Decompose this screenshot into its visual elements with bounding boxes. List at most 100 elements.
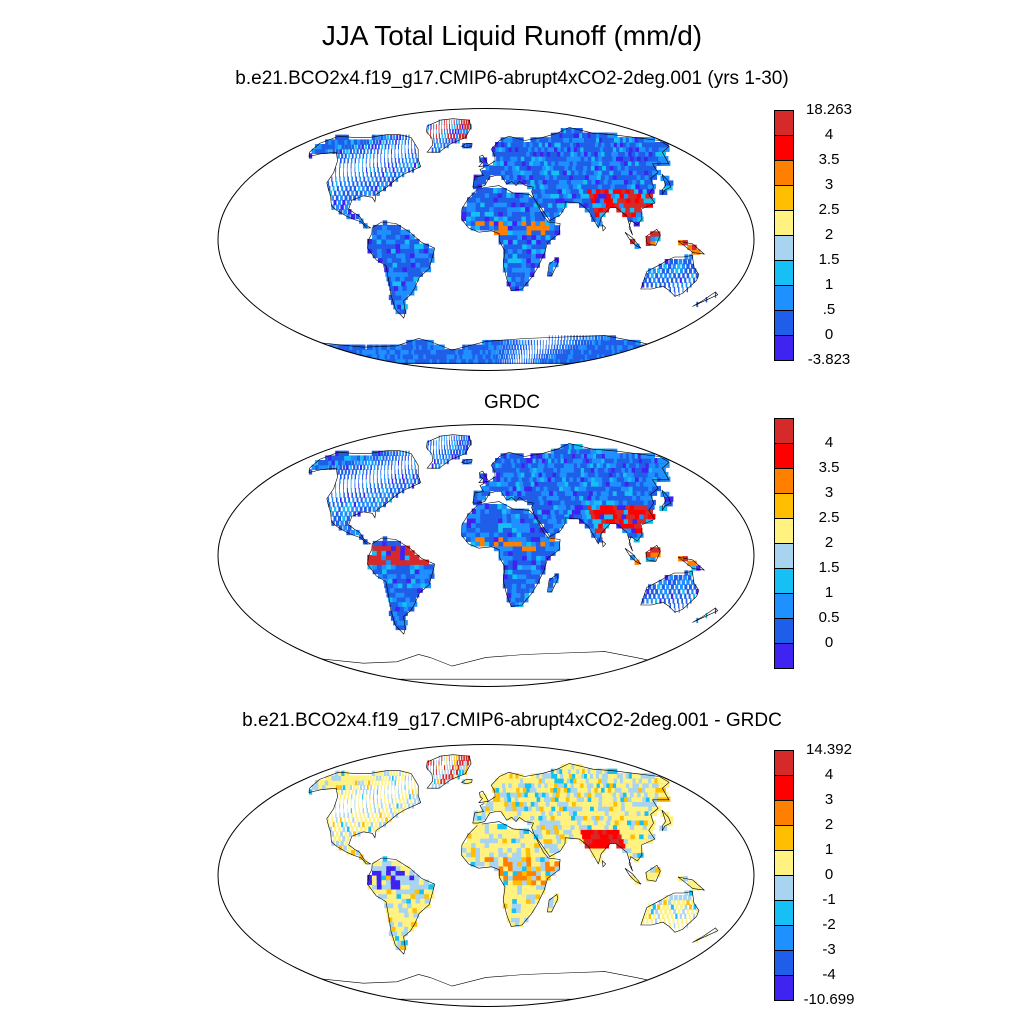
land-cells-north-america [308, 450, 420, 545]
colorbar-label: 2.5 [818, 509, 840, 526]
colorbar-swatch [774, 285, 794, 311]
panel-3-title: b.e21.BCO2x4.f19_g17.CMIP6-abrupt4xCO2-2… [242, 710, 782, 731]
colorbar-swatch [774, 950, 794, 976]
coastline-sri-lanka [602, 860, 607, 868]
coastline-eurasia [472, 443, 670, 552]
coastline-borneo [645, 544, 661, 562]
coastline-new-zealand [692, 927, 719, 943]
land-cells-eurasia [473, 444, 671, 543]
panel-3-map [217, 744, 755, 1007]
coastline-uk [478, 470, 489, 484]
land-cells-greenland [427, 435, 472, 469]
panel-2-title: GRDC [484, 392, 540, 413]
land-cells-south-america [367, 536, 435, 631]
colorbar-swatch [774, 875, 794, 901]
coastline-antarctica [320, 651, 650, 680]
coastline-japan [661, 809, 672, 832]
colorbar-swatch [774, 900, 794, 926]
panel-3-colorbar: 14.392 4 3 2 1 0 -1 -2 -3 -4 -10.699 [774, 742, 874, 1010]
coastline-madagascar [547, 573, 559, 593]
colorbar-swatch [774, 775, 794, 801]
colorbar-label: 4 [824, 766, 834, 783]
coastline-madagascar [547, 257, 559, 277]
colorbar-swatch [774, 335, 794, 361]
coastline-greenland [426, 434, 472, 469]
coastline-africa [461, 821, 561, 927]
coastline-sumatra [624, 547, 642, 565]
coastline-new-zealand [692, 291, 719, 307]
land-cells-new-guinea [678, 876, 701, 891]
panel-2-map [217, 424, 755, 687]
colorbar-swatch [774, 310, 794, 336]
coastline-sumatra [624, 867, 642, 885]
colorbar-swatch [774, 750, 794, 776]
land-cells-borneo [645, 547, 661, 562]
coastline-australia [640, 891, 700, 933]
coastline-australia [640, 571, 700, 613]
land-cells-new-guinea [678, 240, 701, 255]
coastline-north-america [308, 450, 422, 545]
coastline-north-america [308, 770, 422, 865]
coastline-madagascar [547, 893, 559, 913]
coastline-new-zealand [692, 607, 719, 623]
coastline-japan [661, 489, 672, 512]
land-cells-south-america [367, 856, 435, 951]
colorbar-swatch [774, 260, 794, 286]
colorbar-label: 2 [824, 226, 834, 243]
coastline-greenland [426, 118, 472, 153]
land-cells-iceland [462, 143, 472, 149]
colorbar-label: 2.5 [818, 201, 840, 218]
colorbar-label: 1 [824, 584, 834, 601]
colorbar-label: -3 [822, 941, 836, 958]
colorbar-label: 1 [824, 276, 834, 293]
colorbar-label: 4 [824, 434, 834, 451]
colorbar-swatch [774, 825, 794, 851]
colorbar-swatch [774, 235, 794, 261]
colorbar-label: 1.5 [818, 559, 840, 576]
land-cells-uk [479, 157, 488, 168]
coastline-sri-lanka [602, 540, 607, 548]
colorbar-swatch [774, 160, 794, 186]
land-cells-africa [461, 824, 561, 928]
colorbar-swatch [774, 135, 794, 161]
colorbar-label: 1 [824, 841, 834, 858]
land-cells-uk [479, 793, 488, 804]
land-cells-north-america [308, 770, 420, 865]
land-cells-australia [641, 254, 699, 297]
colorbar-swatch [774, 593, 794, 619]
coastline-sumatra [624, 231, 642, 249]
colorbar-swatch [774, 518, 794, 544]
coastline-sri-lanka [602, 224, 607, 232]
colorbar-label: -10.699 [803, 991, 855, 1008]
coastline-antarctica [320, 971, 650, 1000]
colorbar-label: -3.823 [807, 351, 851, 368]
coastline-north-america [308, 134, 422, 229]
coastline-uk [478, 790, 489, 804]
land-cells-iceland [462, 779, 472, 785]
land-cells-africa [461, 188, 561, 292]
land-cells-eurasia [473, 764, 671, 863]
colorbar-label: 0 [824, 634, 834, 651]
colorbar-swatch [774, 110, 794, 136]
colorbar-label: 3 [824, 791, 834, 808]
land-cells-greenland [427, 119, 472, 153]
colorbar-label: 2 [824, 534, 834, 551]
colorbar-label: 3 [824, 176, 834, 193]
colorbar-label: -2 [822, 916, 836, 933]
land-cells-borneo [645, 231, 661, 246]
colorbar-label: 1.5 [818, 251, 840, 268]
coastline-borneo [645, 228, 661, 246]
colorbar-swatch [774, 850, 794, 876]
colorbar-swatch [774, 543, 794, 569]
land-cells-uk [479, 473, 488, 484]
coastline-japan [661, 173, 672, 196]
coastline-iceland [460, 143, 473, 149]
colorbar-swatch [774, 568, 794, 594]
land-cells-madagascar [548, 573, 560, 593]
coastline-africa [461, 185, 561, 291]
colorbar-swatch [774, 185, 794, 211]
land-cells-borneo [645, 867, 661, 882]
land-cells-madagascar [548, 893, 560, 913]
coastline-iceland [460, 779, 473, 785]
map-boundary [217, 108, 755, 371]
